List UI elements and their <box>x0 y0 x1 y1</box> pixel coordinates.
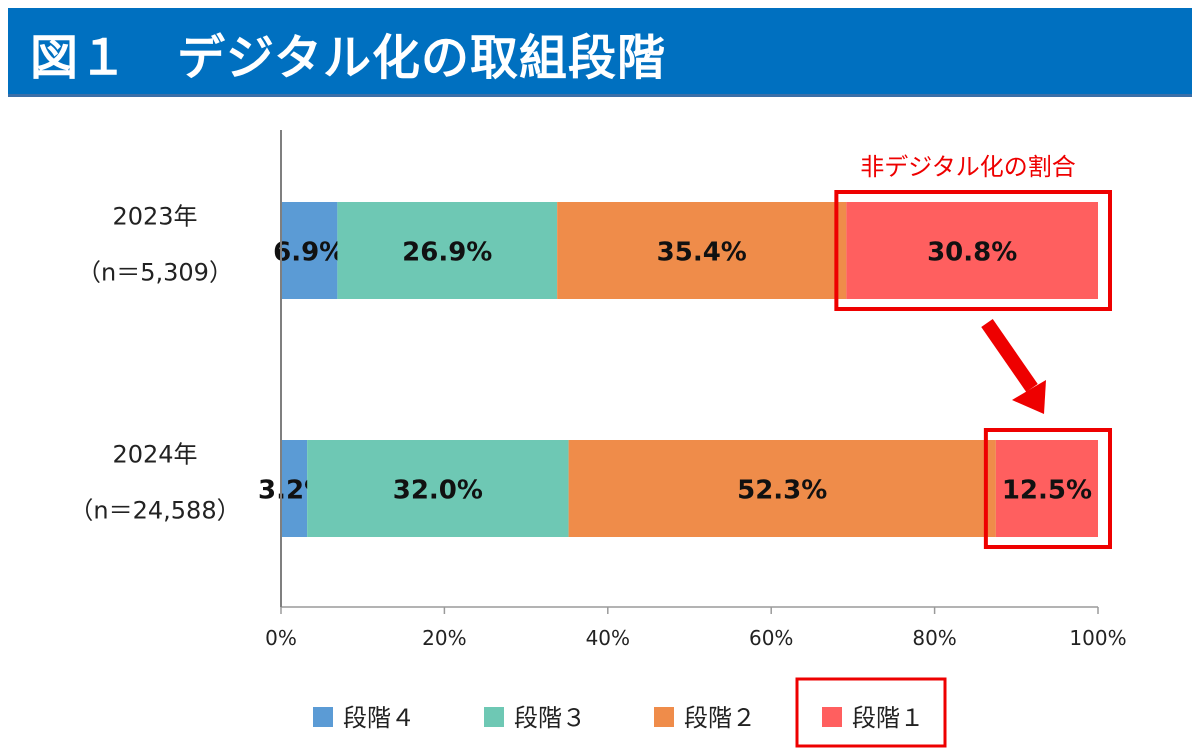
x-tick-label: 80% <box>912 626 956 650</box>
data-label: 6.9% <box>273 238 345 268</box>
legend-label: 段階３ <box>514 704 586 732</box>
legend-swatch <box>822 707 842 727</box>
legend-swatch <box>484 707 504 727</box>
bar-segment <box>846 202 1098 299</box>
data-label: 30.8% <box>927 238 1017 268</box>
legend-highlight-box <box>795 677 947 748</box>
category-label-n: （n＝24,588） <box>69 497 240 525</box>
bar-segment <box>557 202 847 299</box>
x-tick-label: 40% <box>586 626 630 650</box>
data-label: 52.3% <box>737 476 827 506</box>
bar-segment <box>281 202 338 299</box>
legend-label: 段階１ <box>852 704 924 732</box>
data-label: 26.9% <box>402 238 492 268</box>
x-tick-label: 0% <box>265 626 297 650</box>
arrow-shaft <box>981 319 1038 392</box>
data-label: 32.0% <box>393 476 483 506</box>
data-label: 35.4% <box>657 238 747 268</box>
annotation-label: 非デジタル化の割合 <box>860 153 1076 181</box>
data-label: 12.5% <box>1002 476 1092 506</box>
arrow-head <box>1012 380 1046 414</box>
legend-swatch <box>313 707 333 727</box>
category-label-year: 2024年 <box>112 441 197 469</box>
bar-segment <box>337 202 558 299</box>
legend-label: 段階２ <box>684 704 756 732</box>
bar-segment <box>995 440 1098 537</box>
legend-label: 段階４ <box>343 704 415 732</box>
x-tick-label: 60% <box>749 626 793 650</box>
x-tick-label: 20% <box>422 626 466 650</box>
highlight-box <box>834 190 1112 311</box>
legend-swatch <box>654 707 674 727</box>
title-bar: 図１ デジタル化の取組段階 <box>8 8 1192 94</box>
page-title: 図１ デジタル化の取組段階 <box>30 30 667 86</box>
bar-segment <box>281 440 308 537</box>
x-tick-label: 100% <box>1069 626 1126 650</box>
category-label-n: （n＝5,309） <box>77 259 233 287</box>
category-label-year: 2023年 <box>112 203 197 231</box>
bar-segment <box>307 440 569 537</box>
highlight-box <box>983 428 1112 549</box>
bar-segment <box>568 440 996 537</box>
